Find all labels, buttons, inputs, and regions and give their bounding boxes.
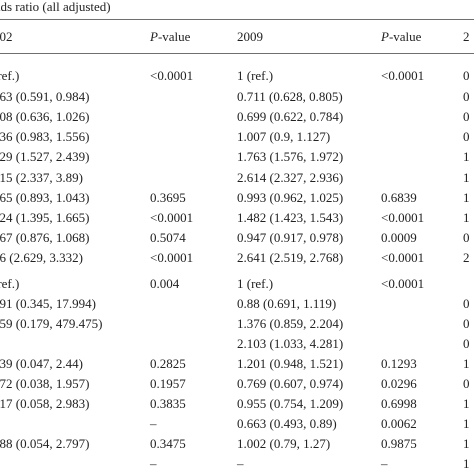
cell-p-value-2002: 0.1957 xyxy=(150,376,186,391)
cell-or-2009: 1 (ref.) xyxy=(237,276,274,291)
cell-or-2002: 491 (0.345, 17.994) xyxy=(0,296,96,311)
cell-or-2002: 417 (0.058, 2.983) xyxy=(0,396,90,411)
cell-or-next: 0 xyxy=(463,68,470,83)
cell-or-2002: 96 (2.629, 3.332) xyxy=(0,250,83,265)
cell-p-value-2002: 0.3835 xyxy=(150,396,186,411)
header-next-year: 2 xyxy=(463,29,470,44)
cell-or-next: 0 xyxy=(463,376,470,391)
header-p-rest: -value xyxy=(388,29,422,44)
cell-or-2009: 1.763 (1.576, 1.972) xyxy=(237,149,344,164)
cell-p-value-2002: 0.3475 xyxy=(150,436,186,451)
cell-or-2009: 0.993 (0.962, 1.025) xyxy=(237,190,344,205)
table-caption: dds ratio (all adjusted) xyxy=(0,0,111,14)
cell-or-2009: 2.614 (2.327, 2.936) xyxy=(237,170,344,185)
cell-or-2002: 015 (2.337, 3.89) xyxy=(0,170,83,185)
cell-p-value-2002: 0.5074 xyxy=(150,230,186,245)
header-p-letter: P xyxy=(150,29,158,44)
cell-or-next: 0 xyxy=(463,109,470,124)
cell-or-2009: 2.641 (2.519, 2.768) xyxy=(237,250,344,265)
cell-or-2009: 0.663 (0.493, 0.89) xyxy=(237,416,337,431)
cell-or-2002: (ref.) xyxy=(0,276,20,291)
cell-or-2002: 388 (0.054, 2.797) xyxy=(0,436,90,451)
cell-or-next: 1 xyxy=(463,210,470,225)
cell-or-2009: 1.376 (0.859, 2.204) xyxy=(237,316,344,331)
cell-or-next: 0 xyxy=(463,316,470,331)
cell-or-2002: 339 (0.047, 2.44) xyxy=(0,356,83,371)
cell-or-next: 0 xyxy=(463,230,470,245)
header-p-value-2002: P-value xyxy=(150,29,190,45)
header-p-value-2009: P-value xyxy=(381,29,421,45)
cell-or-2002: 929 (1.527, 2.439) xyxy=(0,149,90,164)
cell-or-2009: 0.711 (0.628, 0.805) xyxy=(237,89,343,104)
cell-or-next: 0 xyxy=(463,89,470,104)
cell-or-2009: 0.88 (0.691, 1.119) xyxy=(237,296,337,311)
cell-or-2002: 236 (0.983, 1.556) xyxy=(0,129,90,144)
cell-or-2009: 1.002 (0.79, 1.27) xyxy=(237,436,331,451)
top-rule xyxy=(0,19,474,20)
cell-or-2009: 0.947 (0.917, 0.978) xyxy=(237,230,344,245)
cell-or-2002: 967 (0.876, 1.068) xyxy=(0,230,90,245)
header-year-2009: 2009 xyxy=(237,29,263,44)
cell-or-2002: 808 (0.636, 1.026) xyxy=(0,109,90,124)
cell-p-value-2009: <0.0001 xyxy=(381,276,425,291)
cell-or-2009: 1 (ref.) xyxy=(237,68,274,83)
header-p-rest: -value xyxy=(157,29,191,44)
cell-or-2009: 2.103 (1.033, 4.281) xyxy=(237,336,344,351)
cell-or-2009: 0.955 (0.754, 1.209) xyxy=(237,396,344,411)
header-rule xyxy=(0,53,474,54)
cell-p-value-2002: 0.3695 xyxy=(150,190,186,205)
cell-p-value-2009: 0.6839 xyxy=(381,190,417,205)
cell-or-next: 2 xyxy=(463,250,470,265)
cell-p-value-2009: 0.0062 xyxy=(381,416,417,431)
cell-p-value-2009: 0.0009 xyxy=(381,230,417,245)
cell-or-next: 1 xyxy=(463,436,470,451)
cell-or-next: 1 xyxy=(463,396,470,411)
cell-or-next: 0 xyxy=(463,129,470,144)
cell-or-2009: – xyxy=(237,456,244,471)
cell-or-2002: 524 (1.395, 1.665) xyxy=(0,210,90,225)
cell-or-next: 1 xyxy=(463,416,470,431)
header-p-letter: P xyxy=(381,29,389,44)
cell-or-2009: 1.007 (0.9, 1.127) xyxy=(237,129,331,144)
cell-or-2002: 965 (0.893, 1.043) xyxy=(0,190,90,205)
cell-or-next: 1 xyxy=(463,170,470,185)
cell-p-value-2009: – xyxy=(381,456,388,471)
cell-or-2002: 763 (0.591, 0.984) xyxy=(0,89,90,104)
cell-or-2009: 0.769 (0.607, 0.974) xyxy=(237,376,344,391)
cell-or-next: 0 xyxy=(463,296,470,311)
cell-or-next: 1 xyxy=(463,356,470,371)
cell-p-value-2009: <0.0001 xyxy=(381,250,425,265)
cell-or-next: 1 xyxy=(463,456,470,471)
cell-p-value-2009: <0.0001 xyxy=(381,210,425,225)
header-year-2002: 002 xyxy=(0,29,13,44)
cell-p-value-2009: 0.1293 xyxy=(381,356,417,371)
cell-p-value-2002: – xyxy=(150,456,157,471)
cell-p-value-2002: 0.004 xyxy=(150,276,180,291)
cell-or-2009: 1.201 (0.948, 1.521) xyxy=(237,356,344,371)
cell-or-next: 0 xyxy=(463,336,470,351)
cell-or-2002: 272 (0.038, 1.957) xyxy=(0,376,90,391)
cell-or-next: 1 xyxy=(463,149,470,164)
cell-or-next: 1 xyxy=(463,190,470,205)
cell-p-value-2002: – xyxy=(150,416,157,431)
cell-p-value-2002: <0.0001 xyxy=(150,210,194,225)
cell-p-value-2002: <0.0001 xyxy=(150,250,194,265)
cell-or-2009: 1.482 (1.423, 1.543) xyxy=(237,210,344,225)
cell-p-value-2009: <0.0001 xyxy=(381,68,425,83)
cell-or-2009: 0.699 (0.622, 0.784) xyxy=(237,109,344,124)
cell-or-2002: 259 (0.179, 479.475) xyxy=(0,316,103,331)
cell-p-value-2002: <0.0001 xyxy=(150,68,194,83)
cell-p-value-2009: 0.0296 xyxy=(381,376,417,391)
cell-or-2002: (ref.) xyxy=(0,68,20,83)
cell-p-value-2009: 0.9875 xyxy=(381,436,417,451)
cell-p-value-2002: 0.2825 xyxy=(150,356,186,371)
cell-p-value-2009: 0.6998 xyxy=(381,396,417,411)
